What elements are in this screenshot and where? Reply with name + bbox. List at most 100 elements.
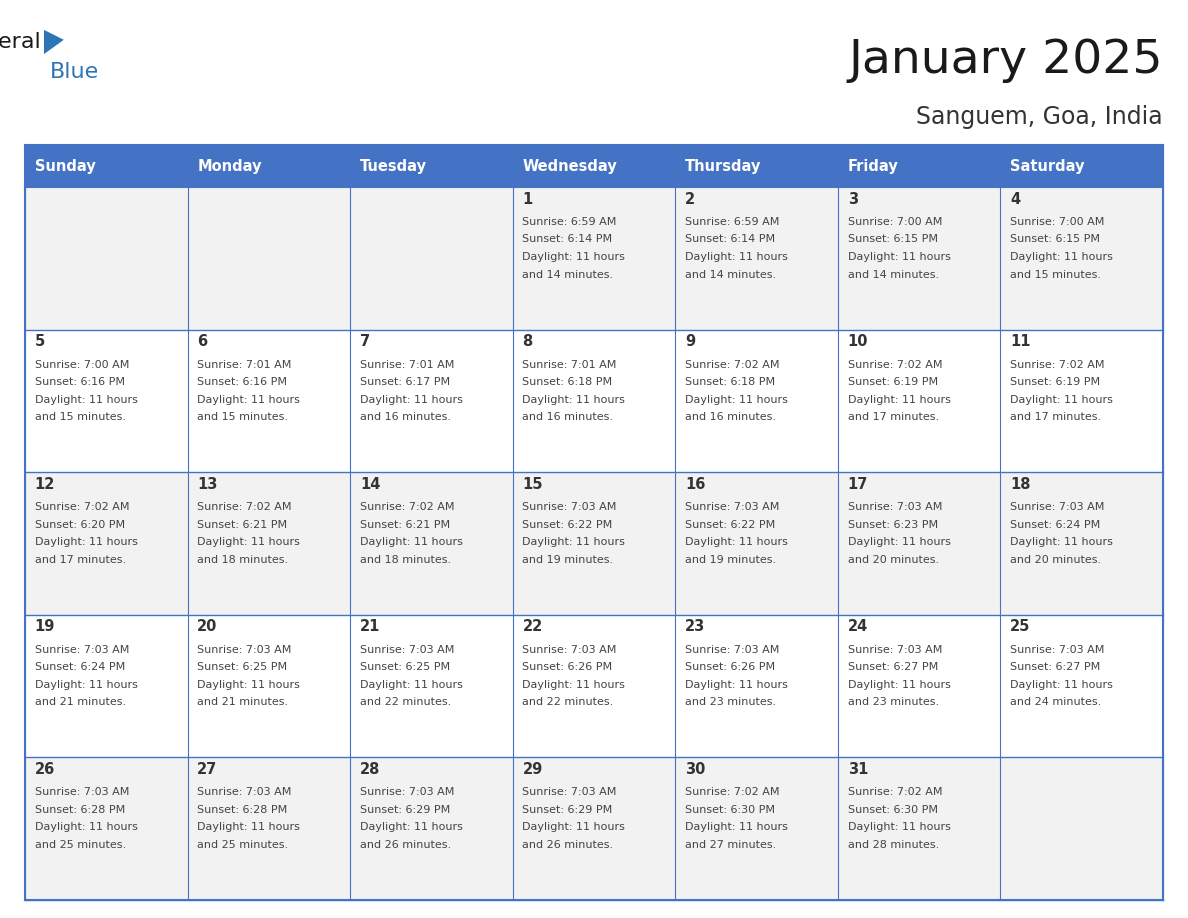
- Text: Daylight: 11 hours: Daylight: 11 hours: [523, 395, 625, 405]
- Text: 13: 13: [197, 476, 217, 492]
- Text: and 18 minutes.: and 18 minutes.: [360, 554, 451, 565]
- Text: Sunrise: 7:03 AM: Sunrise: 7:03 AM: [197, 788, 292, 798]
- Text: Sunset: 6:16 PM: Sunset: 6:16 PM: [197, 377, 287, 387]
- Bar: [25, 330, 1163, 472]
- Text: Sunset: 6:22 PM: Sunset: 6:22 PM: [523, 520, 613, 530]
- Text: Sunrise: 7:00 AM: Sunrise: 7:00 AM: [847, 217, 942, 227]
- Text: 16: 16: [685, 476, 706, 492]
- Text: 6: 6: [197, 334, 208, 349]
- Text: and 25 minutes.: and 25 minutes.: [34, 840, 126, 850]
- Text: Sunset: 6:24 PM: Sunset: 6:24 PM: [1010, 520, 1100, 530]
- Text: Daylight: 11 hours: Daylight: 11 hours: [1010, 537, 1113, 547]
- Text: Sunrise: 7:00 AM: Sunrise: 7:00 AM: [1010, 217, 1105, 227]
- Text: Daylight: 11 hours: Daylight: 11 hours: [685, 680, 788, 689]
- Text: Sunrise: 7:03 AM: Sunrise: 7:03 AM: [685, 644, 779, 655]
- Text: 23: 23: [685, 620, 706, 634]
- Text: Daylight: 11 hours: Daylight: 11 hours: [34, 823, 138, 833]
- Text: and 23 minutes.: and 23 minutes.: [847, 698, 939, 707]
- Text: and 20 minutes.: and 20 minutes.: [847, 554, 939, 565]
- Text: Sunrise: 7:03 AM: Sunrise: 7:03 AM: [34, 788, 129, 798]
- Text: Friday: Friday: [847, 159, 898, 174]
- Text: Sunday: Sunday: [34, 159, 95, 174]
- Text: 15: 15: [523, 476, 543, 492]
- Text: 3: 3: [847, 192, 858, 207]
- Text: Sunset: 6:19 PM: Sunset: 6:19 PM: [1010, 377, 1100, 387]
- Text: 9: 9: [685, 334, 695, 349]
- Text: and 17 minutes.: and 17 minutes.: [847, 412, 939, 422]
- Text: Daylight: 11 hours: Daylight: 11 hours: [685, 537, 788, 547]
- Text: and 14 minutes.: and 14 minutes.: [847, 270, 939, 279]
- Text: Daylight: 11 hours: Daylight: 11 hours: [847, 537, 950, 547]
- Text: Blue: Blue: [50, 62, 100, 82]
- Text: Sunrise: 7:02 AM: Sunrise: 7:02 AM: [685, 788, 779, 798]
- Text: Daylight: 11 hours: Daylight: 11 hours: [197, 537, 301, 547]
- Text: Sunrise: 7:02 AM: Sunrise: 7:02 AM: [847, 788, 942, 798]
- Text: Daylight: 11 hours: Daylight: 11 hours: [1010, 252, 1113, 262]
- Text: General: General: [0, 32, 42, 52]
- Text: Daylight: 11 hours: Daylight: 11 hours: [360, 823, 463, 833]
- Text: Daylight: 11 hours: Daylight: 11 hours: [34, 537, 138, 547]
- Text: and 15 minutes.: and 15 minutes.: [34, 412, 126, 422]
- Text: Daylight: 11 hours: Daylight: 11 hours: [1010, 395, 1113, 405]
- Text: Daylight: 11 hours: Daylight: 11 hours: [847, 823, 950, 833]
- Text: Sunset: 6:29 PM: Sunset: 6:29 PM: [360, 805, 450, 815]
- Text: Sunrise: 7:03 AM: Sunrise: 7:03 AM: [1010, 644, 1105, 655]
- Text: Daylight: 11 hours: Daylight: 11 hours: [360, 395, 463, 405]
- Text: 25: 25: [1010, 620, 1030, 634]
- Text: Sunset: 6:16 PM: Sunset: 6:16 PM: [34, 377, 125, 387]
- Text: 28: 28: [360, 762, 380, 777]
- Text: Sunset: 6:14 PM: Sunset: 6:14 PM: [685, 234, 775, 244]
- Text: Sunrise: 6:59 AM: Sunrise: 6:59 AM: [685, 217, 779, 227]
- Text: and 27 minutes.: and 27 minutes.: [685, 840, 776, 850]
- Text: Sunrise: 7:03 AM: Sunrise: 7:03 AM: [523, 788, 617, 798]
- Text: 10: 10: [847, 334, 868, 349]
- Bar: [513, 145, 675, 187]
- Text: Sunrise: 7:03 AM: Sunrise: 7:03 AM: [1010, 502, 1105, 512]
- Text: Sunset: 6:26 PM: Sunset: 6:26 PM: [685, 662, 775, 672]
- Text: Sunset: 6:28 PM: Sunset: 6:28 PM: [34, 805, 125, 815]
- Text: Sunset: 6:17 PM: Sunset: 6:17 PM: [360, 377, 450, 387]
- Text: 17: 17: [847, 476, 868, 492]
- Text: Daylight: 11 hours: Daylight: 11 hours: [360, 537, 463, 547]
- Bar: [25, 187, 1163, 330]
- Text: Sunset: 6:30 PM: Sunset: 6:30 PM: [847, 805, 937, 815]
- Text: Sunset: 6:30 PM: Sunset: 6:30 PM: [685, 805, 775, 815]
- Text: Sunrise: 7:03 AM: Sunrise: 7:03 AM: [360, 788, 454, 798]
- Text: and 26 minutes.: and 26 minutes.: [360, 840, 451, 850]
- Text: Sunrise: 7:02 AM: Sunrise: 7:02 AM: [360, 502, 454, 512]
- Text: Sunset: 6:25 PM: Sunset: 6:25 PM: [197, 662, 287, 672]
- Text: Sunset: 6:18 PM: Sunset: 6:18 PM: [685, 377, 775, 387]
- Text: 1: 1: [523, 192, 532, 207]
- Text: and 19 minutes.: and 19 minutes.: [523, 554, 613, 565]
- Text: 29: 29: [523, 762, 543, 777]
- Text: Sunset: 6:19 PM: Sunset: 6:19 PM: [847, 377, 937, 387]
- Text: Daylight: 11 hours: Daylight: 11 hours: [847, 680, 950, 689]
- Bar: [25, 145, 188, 187]
- Text: Sunset: 6:27 PM: Sunset: 6:27 PM: [1010, 662, 1100, 672]
- Text: Daylight: 11 hours: Daylight: 11 hours: [197, 680, 301, 689]
- Text: and 19 minutes.: and 19 minutes.: [685, 554, 776, 565]
- Text: 27: 27: [197, 762, 217, 777]
- Text: 22: 22: [523, 620, 543, 634]
- Text: and 20 minutes.: and 20 minutes.: [1010, 554, 1101, 565]
- Text: Daylight: 11 hours: Daylight: 11 hours: [685, 252, 788, 262]
- Text: Daylight: 11 hours: Daylight: 11 hours: [34, 395, 138, 405]
- Text: Daylight: 11 hours: Daylight: 11 hours: [523, 252, 625, 262]
- Text: and 21 minutes.: and 21 minutes.: [34, 698, 126, 707]
- Text: 24: 24: [847, 620, 868, 634]
- Bar: [25, 757, 1163, 900]
- Text: Daylight: 11 hours: Daylight: 11 hours: [523, 680, 625, 689]
- Text: Saturday: Saturday: [1010, 159, 1085, 174]
- Text: Sunrise: 7:02 AM: Sunrise: 7:02 AM: [685, 360, 779, 370]
- Text: Sunset: 6:29 PM: Sunset: 6:29 PM: [523, 805, 613, 815]
- Text: and 25 minutes.: and 25 minutes.: [197, 840, 289, 850]
- Text: Sunset: 6:28 PM: Sunset: 6:28 PM: [197, 805, 287, 815]
- Text: Sunrise: 7:03 AM: Sunrise: 7:03 AM: [34, 644, 129, 655]
- Text: 21: 21: [360, 620, 380, 634]
- Text: Sunset: 6:15 PM: Sunset: 6:15 PM: [847, 234, 937, 244]
- Text: Daylight: 11 hours: Daylight: 11 hours: [34, 680, 138, 689]
- Text: Sunset: 6:25 PM: Sunset: 6:25 PM: [360, 662, 450, 672]
- Text: Sunset: 6:27 PM: Sunset: 6:27 PM: [847, 662, 937, 672]
- Text: 11: 11: [1010, 334, 1031, 349]
- Text: Sunset: 6:26 PM: Sunset: 6:26 PM: [523, 662, 613, 672]
